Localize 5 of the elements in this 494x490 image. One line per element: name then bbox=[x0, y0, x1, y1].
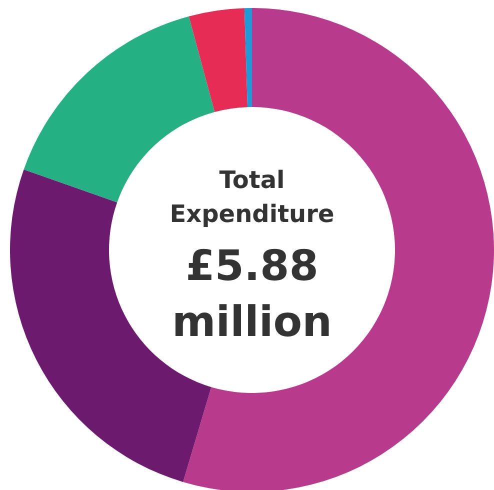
donut-slice bbox=[24, 16, 215, 202]
text: Total Expenditure bbox=[170, 166, 334, 228]
donut-slice bbox=[244, 8, 252, 108]
text: £5.88 million bbox=[172, 241, 332, 346]
donut-slice bbox=[188, 8, 248, 112]
